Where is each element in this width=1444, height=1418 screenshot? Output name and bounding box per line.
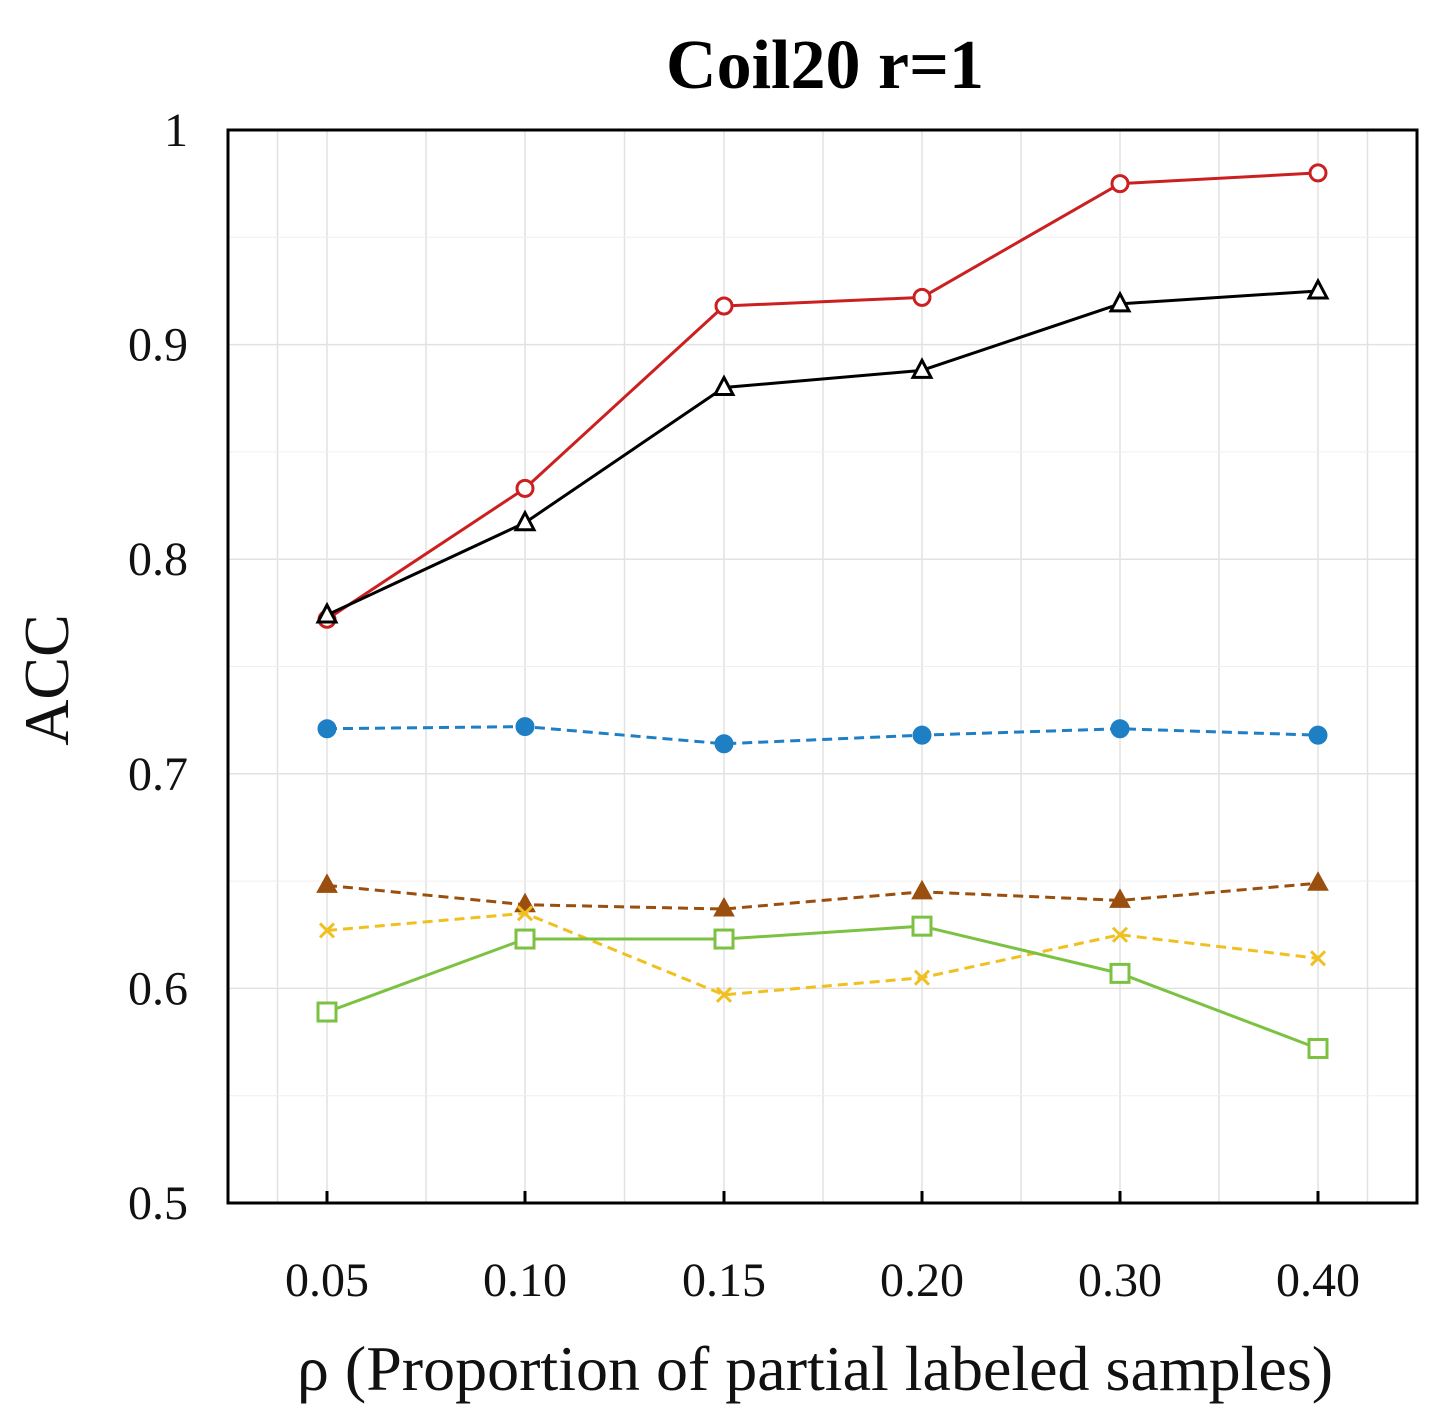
data-point — [1307, 1037, 1329, 1059]
data-point — [714, 296, 734, 316]
data-point — [516, 905, 534, 922]
tick-labels: 0.05 0.10 0.15 0.20 0.30 0.40 0.5 0.6 0.7 0.8 0.9 1 — [128, 104, 1360, 1307]
data-point — [1307, 871, 1329, 891]
series-2 — [315, 277, 1330, 624]
data-point — [1108, 290, 1132, 313]
data-point — [713, 928, 735, 950]
data-point — [1309, 950, 1327, 967]
x-tick-label: 0.15 — [682, 1254, 766, 1307]
series-layer — [315, 163, 1330, 1059]
series-line — [326, 725, 1319, 746]
y-tick-label: 1 — [164, 104, 188, 157]
x-tick-label: 0.10 — [483, 1254, 567, 1307]
data-point — [316, 873, 338, 893]
data-point — [911, 915, 933, 937]
series-line — [326, 289, 1319, 617]
series-5 — [318, 905, 1327, 1003]
y-tick-label: 0.5 — [128, 1177, 188, 1230]
x-tick-label: 0.40 — [1276, 1254, 1360, 1307]
data-point-stroke — [1111, 926, 1129, 943]
data-point — [912, 287, 932, 307]
data-point-stroke — [715, 986, 733, 1003]
x-tick-label: 0.30 — [1078, 1254, 1162, 1307]
y-tick-label: 0.6 — [128, 962, 188, 1015]
data-point — [910, 357, 934, 379]
data-point-stroke — [318, 922, 336, 939]
data-point — [712, 374, 736, 397]
data-point — [713, 896, 735, 917]
x-tick-label: 0.20 — [880, 1254, 964, 1307]
data-point — [316, 1001, 338, 1023]
data-point — [317, 719, 337, 739]
data-point — [315, 601, 339, 624]
series-3 — [317, 717, 1328, 754]
data-point — [1110, 719, 1130, 739]
data-point — [513, 509, 537, 532]
series-line — [326, 911, 1319, 997]
data-point — [714, 734, 734, 754]
y-axis-label: ACC — [11, 614, 82, 746]
series-6 — [316, 915, 1329, 1059]
series-line — [326, 881, 1319, 911]
data-point — [911, 879, 933, 900]
data-point — [1308, 163, 1328, 183]
data-point — [318, 922, 336, 939]
data-point — [912, 725, 932, 745]
y-tick-label: 0.8 — [128, 533, 188, 586]
data-point — [1111, 926, 1129, 943]
data-point — [515, 717, 535, 737]
data-point-stroke — [516, 905, 534, 922]
y-tick-label: 0.7 — [128, 748, 188, 801]
y-tick-label: 0.9 — [128, 319, 188, 372]
data-point — [1110, 174, 1130, 194]
x-tick-label: 0.05 — [285, 1254, 369, 1307]
data-point — [514, 928, 536, 950]
plot-frame — [226, 128, 1419, 1205]
data-point-stroke — [913, 969, 931, 986]
chart-title: Coil20 r=1 — [666, 27, 984, 104]
data-point — [1306, 277, 1330, 300]
grid — [228, 129, 1417, 1204]
data-point — [515, 478, 535, 498]
x-axis-label: ρ (Proportion of partial labeled samples… — [297, 1333, 1333, 1404]
data-point — [1109, 888, 1131, 908]
data-point — [715, 986, 733, 1003]
data-point-stroke — [1309, 950, 1327, 967]
data-point — [1308, 725, 1328, 745]
series-line — [326, 924, 1319, 1050]
data-point — [514, 892, 536, 913]
data-point — [913, 969, 931, 986]
series-line — [326, 171, 1319, 621]
data-point — [1109, 962, 1131, 984]
